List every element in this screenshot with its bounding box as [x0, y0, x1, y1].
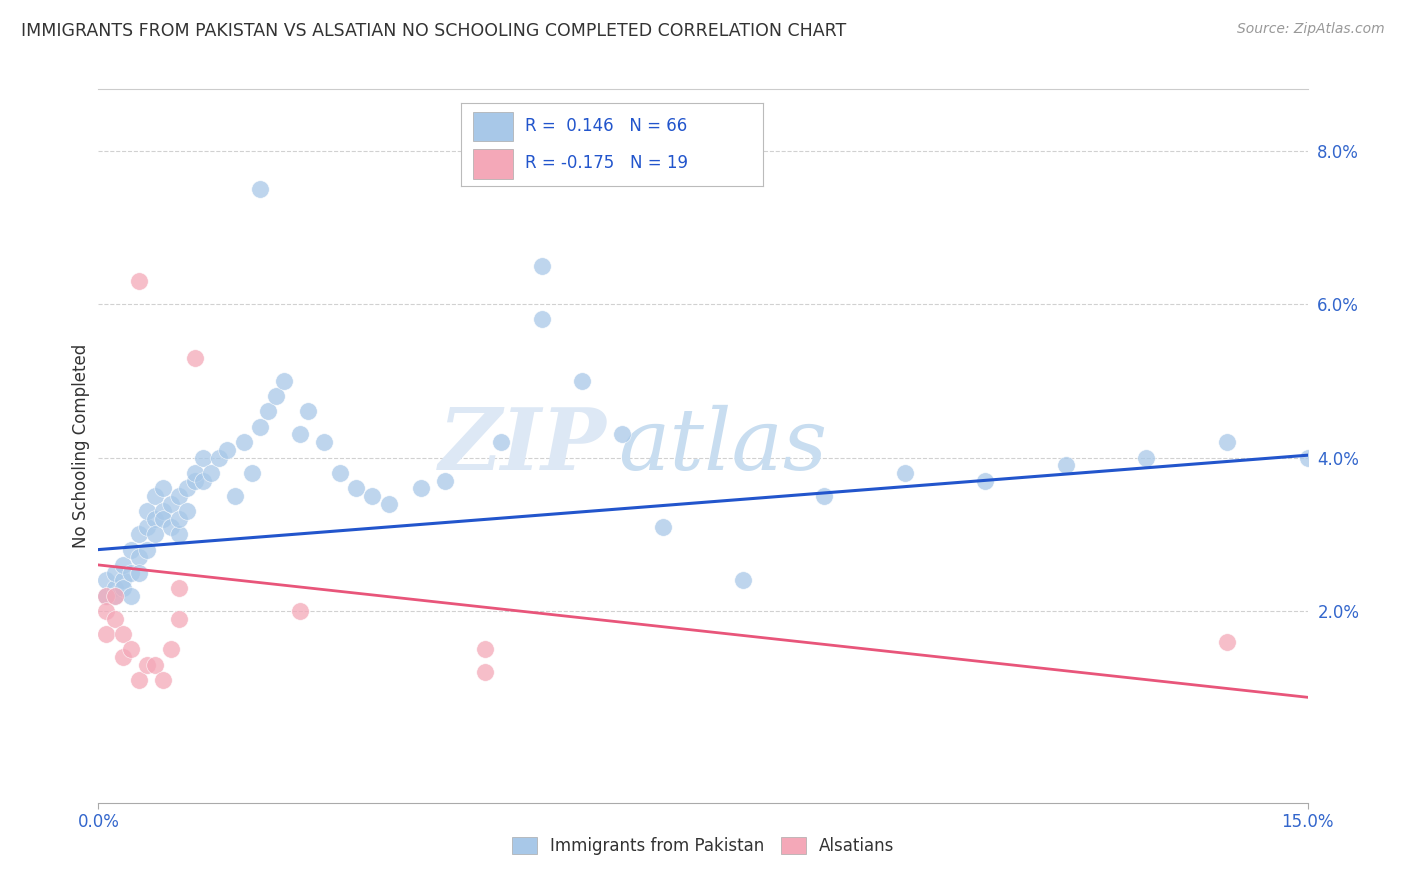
Point — [103, 566, 125, 580]
Point — [530, 312, 553, 326]
Point — [111, 581, 134, 595]
Point — [111, 574, 134, 588]
Point — [103, 581, 125, 595]
Point — [128, 550, 150, 565]
Point — [111, 650, 134, 665]
Point — [128, 566, 150, 580]
Point — [491, 435, 513, 450]
Point — [152, 481, 174, 495]
Point — [143, 489, 166, 503]
Point — [103, 589, 125, 603]
Point — [1054, 458, 1077, 473]
Point — [329, 466, 352, 480]
Point — [128, 527, 150, 541]
Text: IMMIGRANTS FROM PAKISTAN VS ALSATIAN NO SCHOOLING COMPLETED CORRELATION CHART: IMMIGRANTS FROM PAKISTAN VS ALSATIAN NO … — [21, 22, 846, 40]
Point — [1296, 450, 1319, 465]
Point — [143, 657, 166, 672]
Point — [651, 519, 673, 533]
Point — [152, 512, 174, 526]
Point — [1216, 435, 1239, 450]
Point — [160, 519, 183, 533]
Point — [160, 642, 183, 657]
Point — [288, 604, 311, 618]
Point — [474, 665, 496, 680]
Point — [200, 466, 222, 480]
Y-axis label: No Schooling Completed: No Schooling Completed — [72, 344, 90, 548]
Point — [96, 627, 118, 641]
Point — [297, 404, 319, 418]
Point — [232, 435, 254, 450]
Point — [434, 474, 457, 488]
Point — [135, 519, 157, 533]
Point — [120, 642, 142, 657]
Point — [120, 589, 142, 603]
Point — [135, 542, 157, 557]
Point — [893, 466, 915, 480]
Point — [135, 657, 157, 672]
Text: Source: ZipAtlas.com: Source: ZipAtlas.com — [1237, 22, 1385, 37]
Point — [217, 442, 239, 457]
Point — [184, 466, 207, 480]
Point — [96, 589, 118, 603]
Point — [314, 435, 336, 450]
Point — [96, 604, 118, 618]
Point — [813, 489, 835, 503]
Point — [128, 274, 150, 288]
Point — [273, 374, 295, 388]
Point — [120, 566, 142, 580]
Point — [733, 574, 755, 588]
Point — [256, 404, 278, 418]
Point — [240, 466, 263, 480]
Point — [167, 612, 190, 626]
Point — [184, 474, 207, 488]
Text: ZIP: ZIP — [439, 404, 606, 488]
Point — [176, 481, 198, 495]
Point — [224, 489, 246, 503]
Point — [184, 351, 207, 365]
Point — [160, 497, 183, 511]
Point — [1135, 450, 1157, 465]
Point — [193, 474, 215, 488]
Point — [344, 481, 367, 495]
Point — [571, 374, 593, 388]
Point — [167, 581, 190, 595]
Point — [249, 182, 271, 196]
Point — [143, 527, 166, 541]
Point — [530, 259, 553, 273]
Point — [249, 419, 271, 434]
Point — [96, 574, 118, 588]
Point — [409, 481, 432, 495]
Point — [974, 474, 997, 488]
Point — [176, 504, 198, 518]
Point — [103, 612, 125, 626]
Point — [143, 512, 166, 526]
Point — [167, 489, 190, 503]
Text: atlas: atlas — [619, 405, 828, 487]
Legend: Immigrants from Pakistan, Alsatians: Immigrants from Pakistan, Alsatians — [512, 837, 894, 855]
Point — [193, 450, 215, 465]
Point — [361, 489, 384, 503]
Point — [288, 427, 311, 442]
Point — [111, 558, 134, 572]
Point — [111, 627, 134, 641]
Point — [208, 450, 231, 465]
Point — [612, 427, 634, 442]
Point — [167, 512, 190, 526]
Point — [152, 504, 174, 518]
Point — [135, 504, 157, 518]
Point — [1216, 634, 1239, 648]
Point — [120, 542, 142, 557]
Point — [96, 589, 118, 603]
Point — [103, 589, 125, 603]
Point — [264, 389, 287, 403]
Point — [167, 527, 190, 541]
Point — [152, 673, 174, 687]
Point — [474, 642, 496, 657]
Point — [377, 497, 399, 511]
Point — [128, 673, 150, 687]
